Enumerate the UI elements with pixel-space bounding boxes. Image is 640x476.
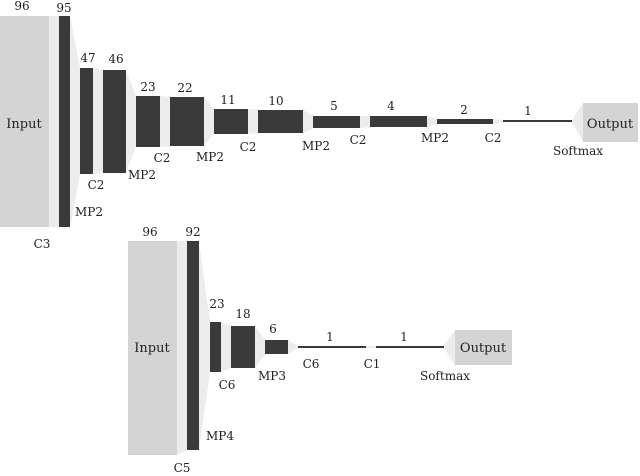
layer-block — [187, 241, 199, 450]
connector — [126, 70, 136, 173]
layer-block — [437, 119, 493, 124]
connector — [303, 110, 313, 133]
layer-block — [258, 110, 303, 133]
op-label: C2 — [88, 178, 105, 192]
output-label: Output — [587, 117, 634, 132]
connector — [444, 330, 455, 365]
op-label: MP2 — [421, 131, 449, 145]
size-label: 18 — [235, 307, 250, 321]
layer-block — [59, 16, 70, 227]
network-1-connectors — [49, 16, 583, 227]
connector — [360, 116, 370, 128]
op-label: C1 — [364, 357, 381, 371]
layer-block — [136, 96, 160, 147]
size-label: 6 — [269, 322, 277, 336]
output-box — [583, 103, 638, 142]
input-box — [128, 241, 177, 455]
layer-block — [265, 340, 288, 354]
layer-block — [503, 120, 572, 122]
connector — [49, 16, 59, 227]
connector — [93, 68, 103, 174]
size-label: 23 — [209, 297, 224, 311]
op-label: C2 — [485, 131, 502, 145]
connector — [177, 241, 187, 455]
op-label: C2 — [350, 133, 367, 147]
size-label: 10 — [268, 94, 283, 108]
output-label: Output — [460, 341, 507, 356]
size-label: 46 — [108, 52, 123, 66]
op-label: MP3 — [258, 369, 286, 383]
layer-block — [370, 116, 427, 127]
layer-block — [298, 346, 366, 348]
connector — [288, 340, 298, 354]
op-label: C2 — [154, 151, 171, 165]
layer-block — [214, 109, 248, 134]
op-label: C6 — [219, 378, 236, 392]
size-label: 1 — [326, 330, 334, 344]
network-2-connectors — [177, 241, 455, 455]
op-label: Softmax — [420, 369, 470, 383]
connector — [199, 241, 210, 450]
op-label: MP2 — [302, 139, 330, 153]
op-label: Softmax — [553, 144, 603, 158]
op-label: MP4 — [206, 429, 234, 443]
network-1: Input Output 96 95 47 46 23 22 11 10 5 4… — [0, 0, 638, 251]
op-label: C6 — [303, 357, 320, 371]
layer-block — [376, 346, 444, 348]
op-label: MP2 — [75, 205, 103, 219]
op-label: C3 — [34, 237, 51, 251]
connector — [255, 326, 265, 368]
network-2: Input Output 96 92 23 18 6 1 1 C5 MP4 C6… — [128, 225, 512, 475]
size-label: 4 — [387, 99, 395, 113]
layer-block — [80, 68, 93, 174]
connector — [160, 96, 170, 147]
input-label: Input — [6, 117, 42, 132]
input-box — [0, 16, 49, 227]
connector — [221, 322, 231, 372]
layer-block — [210, 322, 221, 372]
connector — [248, 109, 258, 134]
connector — [204, 97, 214, 146]
size-label: 23 — [140, 80, 155, 94]
op-label: MP2 — [196, 150, 224, 164]
connector — [366, 346, 376, 348]
size-label: 96 — [14, 0, 29, 13]
size-label: 5 — [330, 99, 338, 113]
size-label: 11 — [220, 93, 235, 107]
connector — [572, 103, 583, 142]
op-label: C2 — [240, 140, 257, 154]
output-box — [455, 330, 512, 365]
size-label: 92 — [185, 225, 200, 239]
size-label: 1 — [524, 104, 532, 118]
input-label: Input — [134, 341, 170, 356]
layer-block — [103, 70, 126, 173]
layer-block — [313, 116, 360, 128]
size-label: 1 — [400, 330, 408, 344]
op-label: C5 — [174, 461, 191, 475]
connector — [427, 116, 437, 127]
size-label: 2 — [460, 103, 468, 117]
connector — [70, 16, 80, 227]
layer-block — [231, 326, 255, 368]
layer-block — [170, 97, 204, 146]
size-label: 96 — [142, 225, 157, 239]
size-label: 47 — [80, 51, 95, 65]
size-label: 22 — [177, 81, 192, 95]
op-label: MP2 — [128, 168, 156, 182]
size-label: 95 — [56, 1, 71, 15]
connector — [493, 119, 503, 124]
